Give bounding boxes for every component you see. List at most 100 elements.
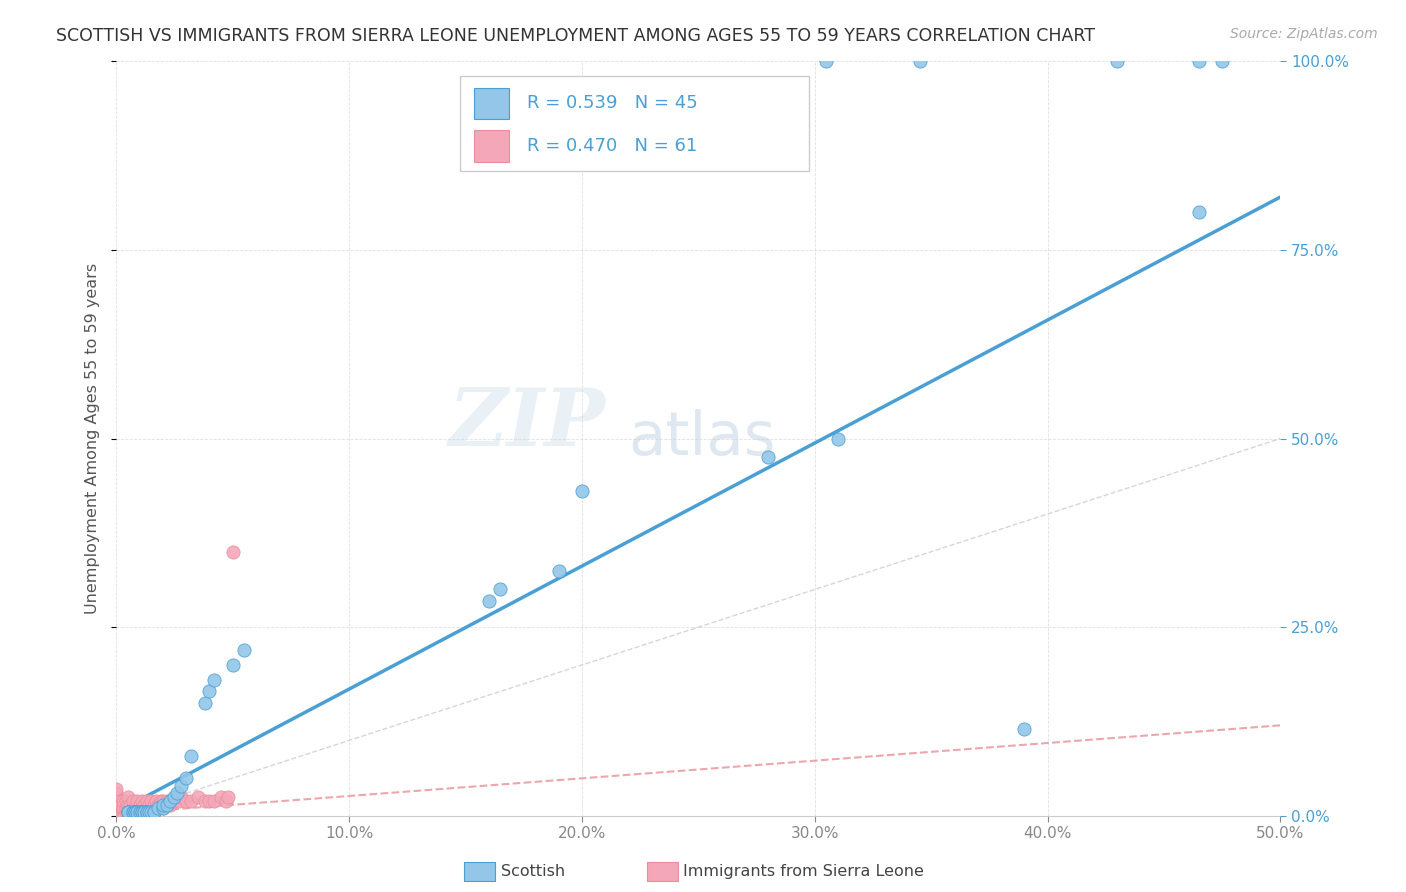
Point: [121, 805, 143, 819]
Point: [221, 545, 243, 559]
Point: [1188, 205, 1211, 219]
Point: [105, 790, 128, 805]
Point: [166, 786, 188, 800]
Point: [209, 790, 232, 805]
Point: [124, 801, 146, 815]
Point: [124, 805, 146, 819]
Point: [112, 801, 135, 815]
Text: ZIP: ZIP: [449, 384, 605, 462]
Point: [131, 805, 153, 819]
Point: [128, 805, 150, 819]
Text: R = 0.539   N = 45: R = 0.539 N = 45: [527, 95, 697, 112]
Point: [156, 794, 179, 808]
Point: [159, 797, 181, 812]
Point: [124, 805, 146, 819]
Point: [120, 805, 142, 819]
Point: [107, 805, 129, 819]
Point: [121, 801, 143, 815]
Point: [128, 805, 150, 819]
Point: [127, 794, 149, 808]
Bar: [474, 130, 509, 161]
Point: [117, 805, 139, 819]
Point: [489, 582, 512, 597]
Text: R = 0.470   N = 61: R = 0.470 N = 61: [527, 136, 697, 154]
Point: [1211, 54, 1233, 69]
Point: [202, 794, 225, 808]
Point: [156, 797, 179, 812]
Point: [908, 54, 931, 69]
Point: [117, 805, 139, 819]
Point: [135, 805, 157, 819]
Text: Immigrants from Sierra Leone: Immigrants from Sierra Leone: [683, 864, 924, 879]
Point: [117, 790, 139, 805]
Point: [478, 594, 501, 608]
Point: [159, 794, 181, 808]
Point: [105, 794, 128, 808]
Point: [1188, 54, 1211, 69]
Point: [217, 790, 239, 805]
Point: [114, 801, 136, 815]
Point: [110, 797, 132, 812]
Point: [221, 657, 243, 672]
Point: [131, 805, 153, 819]
Point: [142, 797, 165, 812]
Y-axis label: Unemployment Among Ages 55 to 59 years: Unemployment Among Ages 55 to 59 years: [86, 263, 100, 614]
Point: [1014, 722, 1036, 736]
Point: [202, 673, 225, 687]
Point: [141, 805, 163, 819]
Point: [117, 805, 139, 819]
Point: [121, 794, 143, 808]
Point: [233, 643, 256, 657]
Point: [114, 805, 136, 819]
Point: [215, 794, 238, 808]
Point: [194, 794, 217, 808]
Point: [152, 801, 174, 815]
Point: [170, 779, 193, 793]
Point: [110, 805, 132, 819]
Point: [152, 797, 174, 812]
Point: [110, 801, 132, 815]
Point: [1107, 54, 1129, 69]
Point: [128, 805, 150, 819]
Point: [145, 794, 167, 808]
Point: [142, 805, 165, 819]
Bar: [474, 87, 509, 120]
Point: [134, 805, 156, 819]
Point: [135, 805, 157, 819]
Point: [117, 805, 139, 819]
Point: [174, 771, 197, 785]
Point: [547, 564, 569, 578]
Point: [134, 797, 156, 812]
Text: Source: ZipAtlas.com: Source: ZipAtlas.com: [1230, 27, 1378, 41]
Point: [105, 809, 128, 823]
Point: [571, 484, 593, 499]
Point: [112, 794, 135, 808]
Point: [105, 805, 128, 819]
Point: [142, 805, 165, 819]
Point: [127, 805, 149, 819]
Point: [756, 450, 779, 465]
Point: [117, 801, 139, 815]
Point: [194, 696, 217, 710]
Point: [107, 801, 129, 815]
Point: [107, 809, 129, 823]
Point: [180, 794, 202, 808]
Point: [198, 684, 221, 698]
Point: [198, 794, 221, 808]
Point: [105, 801, 128, 815]
Point: [128, 797, 150, 812]
Point: [141, 794, 163, 808]
Point: [124, 805, 146, 819]
Point: [827, 432, 849, 446]
Point: [117, 797, 139, 812]
Point: [167, 794, 190, 808]
Point: [187, 790, 209, 805]
FancyBboxPatch shape: [460, 76, 808, 170]
Point: [138, 797, 160, 812]
Point: [114, 794, 136, 808]
Point: [127, 805, 149, 819]
Point: [174, 794, 197, 808]
Point: [170, 790, 193, 805]
Point: [180, 748, 202, 763]
Point: [105, 786, 128, 800]
